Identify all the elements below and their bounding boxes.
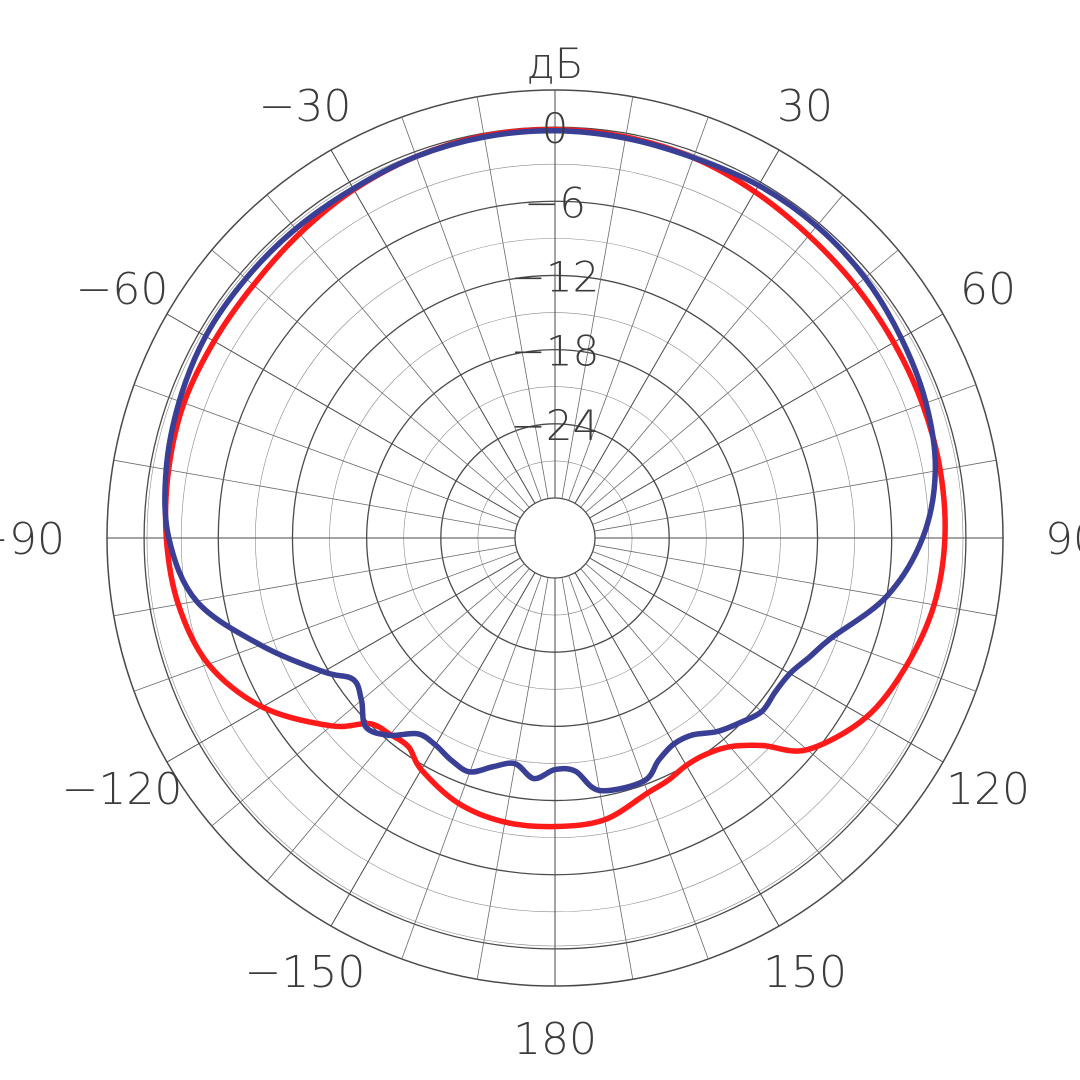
spoke [266,568,530,882]
spoke [266,194,530,508]
inner-ring [514,497,596,579]
spoke [568,575,709,960]
spoke [589,557,944,763]
angle-label: −60 [76,264,169,315]
spoke [561,96,634,499]
spoke [561,577,634,980]
radial-tick-label: 0 [542,104,569,153]
series-layer [162,126,948,830]
spoke [211,249,525,513]
angle-label: −30 [259,81,352,132]
spoke [211,563,525,827]
angle-label: 120 [946,764,1030,815]
radial-tick-label: −24 [511,401,600,450]
spoke [166,557,521,763]
spoke [330,572,536,927]
spoke [330,149,536,504]
spoke [592,551,977,692]
spoke [166,313,521,519]
spoke [133,551,518,692]
spoke [594,544,997,617]
angle-label: 180 [513,1014,597,1065]
unit-label: дБ [526,39,583,88]
spoke [589,313,944,519]
spoke [568,116,709,501]
radial-tick-label: −18 [511,327,600,376]
spoke [401,116,542,501]
spoke [476,577,549,980]
labels-layer: дБ 30 60 90 120 150 180 −150 −120 −90 −60 −30 0 −6 −1… [0,39,1080,1065]
angle-label: 30 [777,81,833,132]
series-line-2 [162,128,939,794]
spoke [113,459,516,532]
spoke [592,384,977,525]
spoke [594,459,997,532]
angle-label: −150 [245,947,366,998]
spoke [585,563,899,827]
angle-label: −120 [62,764,183,815]
angle-label: 150 [763,947,847,998]
spoke [580,568,844,882]
spoke [574,149,780,504]
spoke [580,194,844,508]
angle-label: 90 [1045,514,1080,565]
radial-tick-label: −12 [511,253,600,302]
series-line-1 [162,126,948,830]
spoke [476,96,549,499]
spoke [401,575,542,960]
spoke [133,384,518,525]
spoke [585,249,899,513]
angle-label: −90 [0,514,65,565]
polar-grid [106,89,1004,987]
angle-label: 60 [960,264,1016,315]
spoke [574,572,780,927]
radial-tick-label: −6 [524,178,586,227]
